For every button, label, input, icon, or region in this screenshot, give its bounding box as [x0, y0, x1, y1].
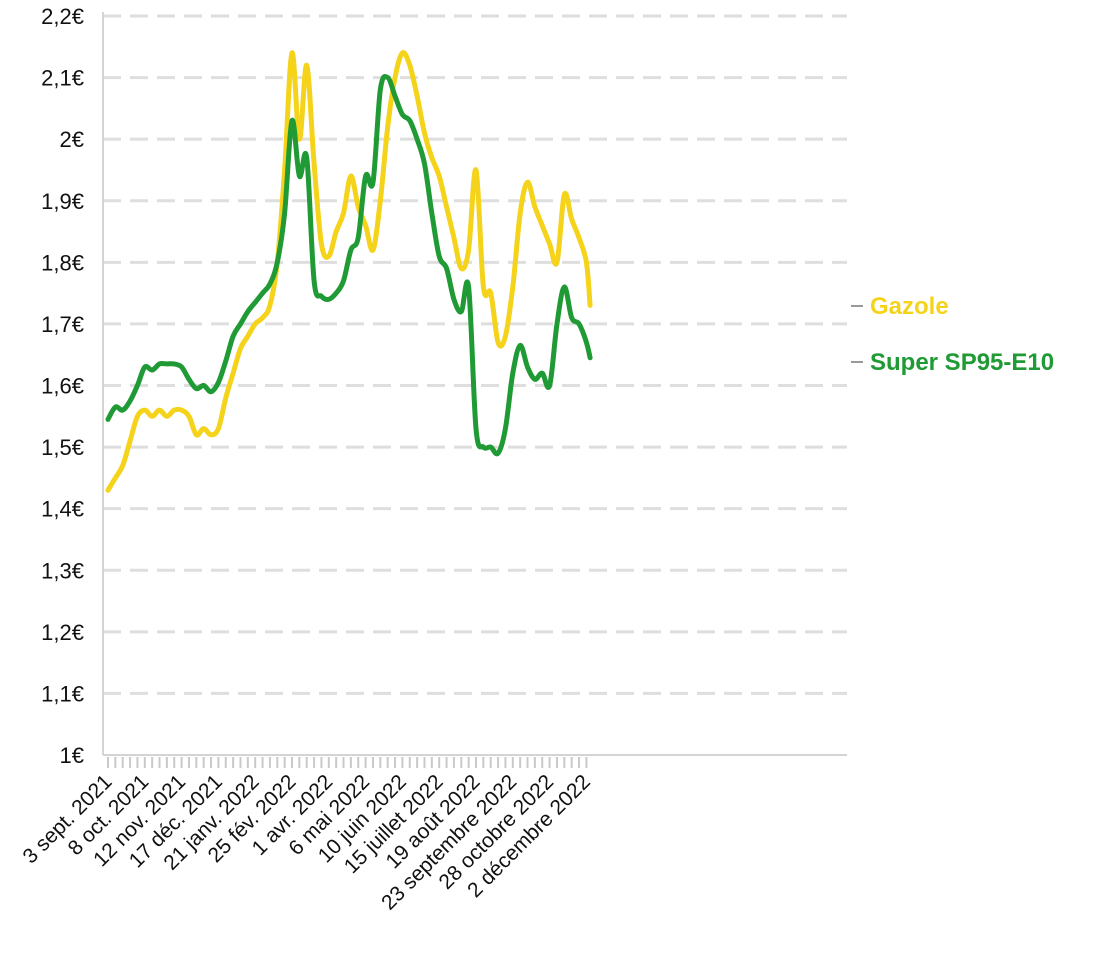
legend-label-gazole: Gazole — [870, 293, 949, 320]
y-tick-label: 1,7€ — [41, 312, 84, 337]
y-tick-label: 1,2€ — [41, 620, 84, 645]
gridlines — [103, 14, 847, 695]
y-tick-label: 2€ — [60, 127, 84, 152]
series-line-gazole — [105, 50, 593, 493]
legend-label-sp95-e10: Super SP95-E10 — [870, 349, 1054, 376]
y-tick-label: 1,6€ — [41, 374, 84, 399]
legend: Gazole Super SP95-E10 — [851, 293, 1054, 376]
y-tick-label: 1,1€ — [41, 681, 84, 706]
axes: 1€ 1,1€ 1,2€ 1,3€ 1,4€ 1,5€ 1,6€ 1,7€ 1,8€ 1,9€ 2€… — [19, 4, 847, 914]
y-tick-label: 2,1€ — [41, 66, 84, 91]
y-tick-label: 2,2€ — [41, 4, 84, 29]
series-lines — [105, 50, 593, 493]
y-tick-label: 1,8€ — [41, 250, 84, 275]
y-tick-label: 1,5€ — [41, 435, 84, 460]
y-tick-label: 1,9€ — [41, 189, 84, 214]
y-tick-label: 1,4€ — [41, 497, 84, 522]
y-tick-label: 1€ — [60, 743, 84, 768]
y-tick-label: 1,3€ — [41, 558, 84, 583]
series-line-sp95-e10 — [105, 74, 593, 457]
